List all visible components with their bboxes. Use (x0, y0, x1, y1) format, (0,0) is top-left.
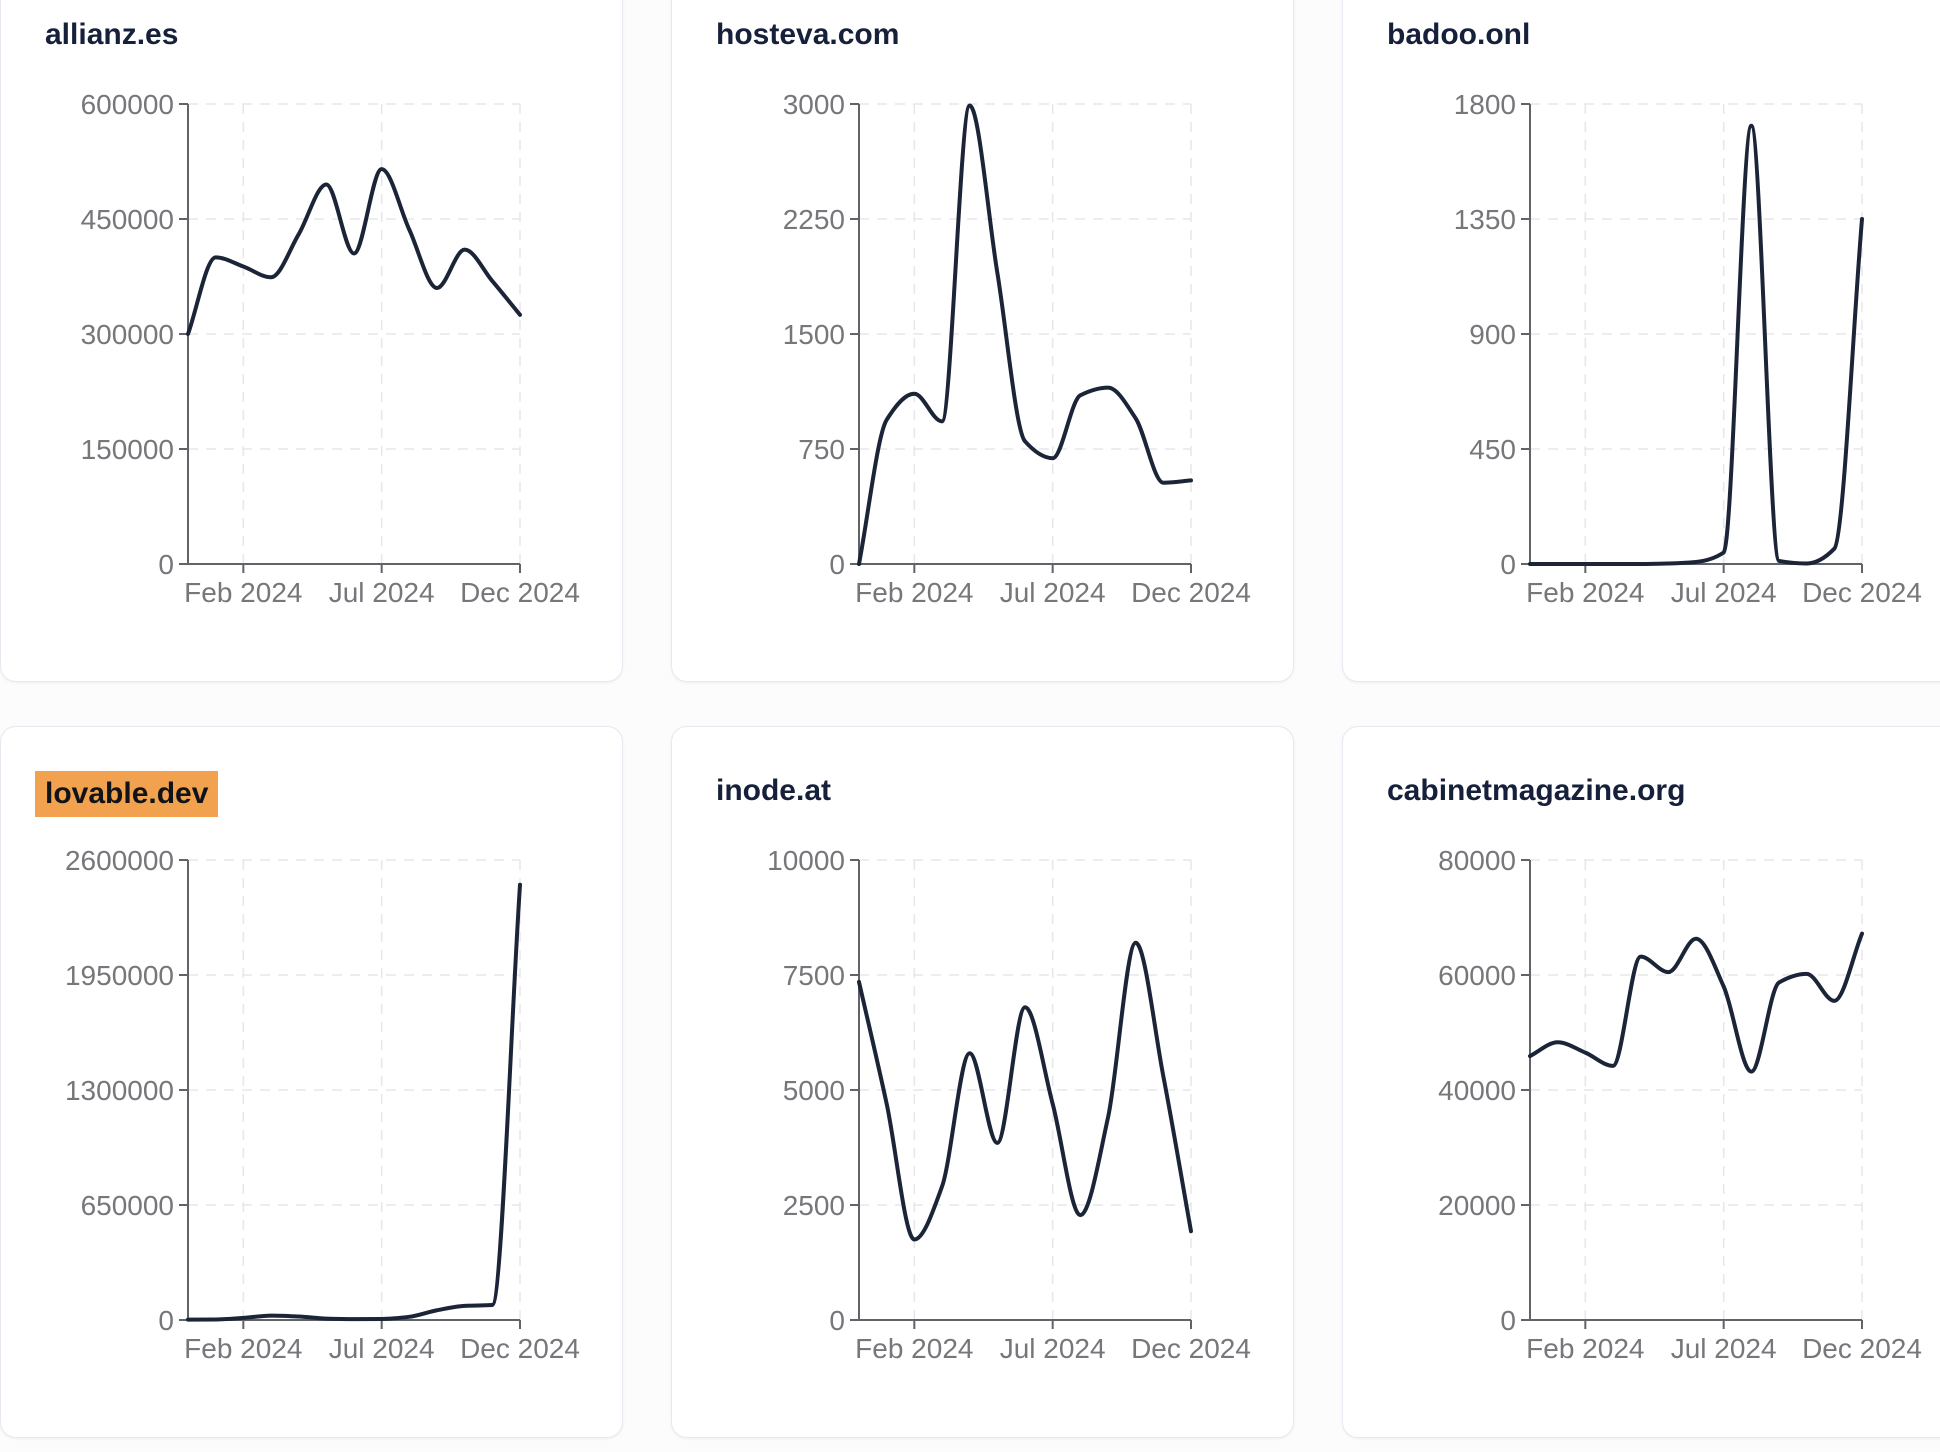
x-tick-label: Jul 2024 (329, 1333, 435, 1364)
y-tick-label: 900 (1469, 319, 1516, 350)
chart-title: allianz.es (45, 15, 178, 55)
y-tick-label: 1800 (1454, 89, 1516, 120)
x-tick-label: Jul 2024 (1671, 1333, 1777, 1364)
y-tick-label: 600000 (81, 89, 174, 120)
chart-card-inode-at: inode.at 0 2500 5000 7500 10000 Feb 2024 Jul 2… (671, 726, 1294, 1438)
y-tick-label: 1300000 (65, 1075, 174, 1106)
x-tick-label: Dec 2024 (460, 577, 580, 608)
x-tick-label: Feb 2024 (1526, 1333, 1644, 1364)
y-tick-label: 0 (158, 1305, 174, 1336)
chart-card-allianz-es: allianz.es 0 150000 300000 450000 600000 Feb … (0, 0, 623, 682)
domain-label[interactable]: badoo.onl (1387, 18, 1531, 51)
traffic-line-chart: 0 2500 5000 7500 10000 Feb 2024 Jul 2024 Dec 20… (767, 845, 1251, 1364)
x-tick-label: Dec 2024 (460, 1333, 580, 1364)
traffic-line-chart: 0 750 1500 2250 3000 Feb 2024 Jul 2024 Dec 2024 (783, 89, 1251, 608)
y-tick-label: 80000 (1438, 845, 1516, 876)
y-tick-label: 0 (1500, 549, 1516, 580)
y-tick-label: 20000 (1438, 1190, 1516, 1221)
x-tick-label: Feb 2024 (1526, 577, 1644, 608)
traffic-line-chart: 0 450 900 1350 1800 Feb 2024 Jul 2024 Dec 2024 (1454, 89, 1922, 608)
y-tick-label: 0 (158, 549, 174, 580)
y-tick-label: 2250 (783, 204, 845, 235)
chart-title: hosteva.com (716, 15, 899, 55)
y-tick-label: 0 (1500, 1305, 1516, 1336)
chart-card-badoo-onl: badoo.onl 0 450 900 1350 1800 Feb 2024 Jul 202… (1342, 0, 1940, 682)
x-tick-label: Jul 2024 (1671, 577, 1777, 608)
chart-card-cabinetmagazine-org: cabinetmagazine.org 0 20000 40000 60000 8000… (1342, 726, 1940, 1438)
y-tick-label: 0 (829, 549, 845, 580)
y-tick-label: 300000 (81, 319, 174, 350)
y-tick-label: 150000 (81, 434, 174, 465)
y-tick-label: 1950000 (65, 960, 174, 991)
x-tick-label: Jul 2024 (329, 577, 435, 608)
x-tick-label: Jul 2024 (1000, 1333, 1106, 1364)
domain-label[interactable]: inode.at (716, 774, 832, 807)
y-tick-label: 10000 (767, 845, 845, 876)
x-tick-label: Dec 2024 (1802, 577, 1922, 608)
y-tick-label: 7500 (783, 960, 845, 991)
x-tick-label: Jul 2024 (1000, 577, 1106, 608)
y-tick-label: 1350 (1454, 204, 1516, 235)
y-tick-label: 2500 (783, 1190, 845, 1221)
chart-card-hosteva-com: hosteva.com 0 750 1500 2250 3000 Feb 2024 Jul … (671, 0, 1294, 682)
x-tick-label: Feb 2024 (855, 577, 973, 608)
domain-label[interactable]: allianz.es (45, 18, 179, 51)
traffic-line-chart: 0 150000 300000 450000 600000 Feb 2024 Jul 202… (81, 89, 580, 608)
y-tick-label: 5000 (783, 1075, 845, 1106)
chart-title: lovable.dev (35, 771, 219, 817)
y-tick-label: 750 (798, 434, 845, 465)
y-tick-label: 0 (829, 1305, 845, 1336)
y-tick-label: 3000 (783, 89, 845, 120)
x-tick-label: Dec 2024 (1131, 577, 1251, 608)
x-tick-label: Feb 2024 (184, 1333, 302, 1364)
domain-label[interactable]: hosteva.com (716, 18, 900, 51)
x-tick-label: Feb 2024 (184, 577, 302, 608)
traffic-line-chart: 0 20000 40000 60000 80000 Feb 2024 Jul 2024 Dec… (1438, 845, 1922, 1364)
chart-card-lovable-dev: lovable.dev 0 650000 1300000 1950000 2600000… (0, 726, 623, 1438)
y-tick-label: 450000 (81, 204, 174, 235)
domain-label[interactable]: cabinetmagazine.org (1387, 774, 1686, 807)
y-tick-label: 2600000 (65, 845, 174, 876)
chart-title: badoo.onl (1387, 15, 1530, 55)
y-tick-label: 450 (1469, 434, 1516, 465)
y-tick-label: 1500 (783, 319, 845, 350)
chart-title: inode.at (716, 771, 831, 811)
y-tick-label: 60000 (1438, 960, 1516, 991)
x-tick-label: Dec 2024 (1802, 1333, 1922, 1364)
domain-label[interactable]: lovable.dev (35, 771, 219, 817)
y-tick-label: 650000 (81, 1190, 174, 1221)
x-tick-label: Dec 2024 (1131, 1333, 1251, 1364)
x-tick-label: Feb 2024 (855, 1333, 973, 1364)
y-tick-label: 40000 (1438, 1075, 1516, 1106)
chart-title: cabinetmagazine.org (1387, 771, 1685, 811)
traffic-line-chart: 0 650000 1300000 1950000 2600000 Feb 2024 Jul … (65, 845, 580, 1364)
